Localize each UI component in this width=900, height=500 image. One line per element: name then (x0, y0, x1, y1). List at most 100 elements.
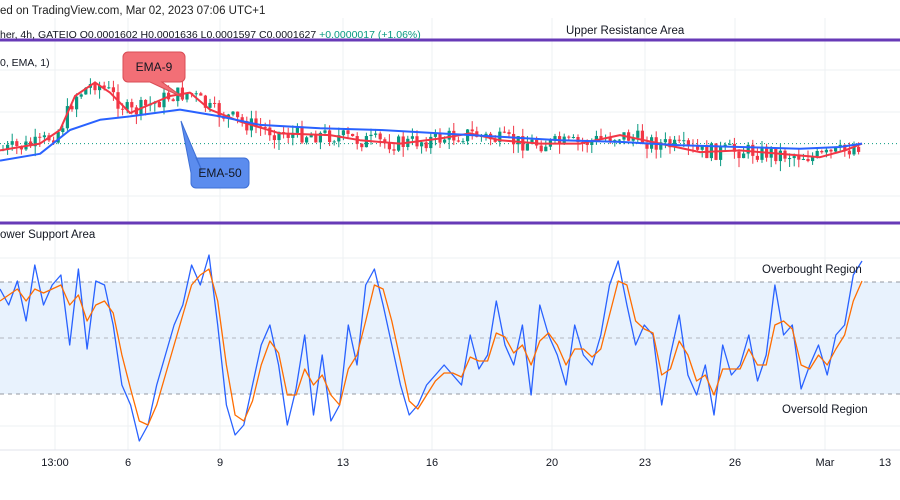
x-tick-label: 26 (729, 457, 741, 469)
candle-body (318, 132, 322, 143)
candle-body (516, 136, 520, 145)
candle-body (433, 132, 437, 137)
stochastic-bands (0, 281, 900, 395)
stochastic-lines (0, 254, 863, 442)
candle-body (277, 132, 281, 141)
candle-body (387, 142, 391, 150)
candle-body (696, 146, 700, 150)
candle-body (360, 143, 364, 148)
candle-body (93, 84, 97, 91)
candle-body (507, 132, 511, 134)
candle-body (102, 85, 106, 88)
candle-body (594, 135, 598, 141)
candle-body (295, 126, 299, 133)
x-tick-label: 13 (337, 457, 349, 469)
candle-body (121, 108, 125, 110)
x-tick-label: 13 (879, 457, 891, 469)
candle-body (673, 139, 677, 148)
candle-body (760, 146, 764, 160)
candle-body (608, 138, 612, 142)
candle-body (378, 133, 382, 140)
candle-body (847, 150, 851, 155)
candle-body (392, 149, 396, 151)
candle-body (171, 99, 175, 102)
candle-body (663, 139, 667, 143)
candle-body (231, 111, 235, 115)
symbol-label: her, 4h, GATEIO (0, 29, 77, 41)
candle-body (576, 137, 580, 143)
candle-body (29, 141, 33, 147)
x-tick-label: 20 (546, 457, 558, 469)
candle-body (337, 135, 341, 142)
candle-body (525, 143, 529, 151)
candle-body (857, 146, 861, 152)
candle-body (70, 106, 74, 110)
publish-info: ed on TradingView.com, Mar 02, 2023 07:0… (0, 5, 266, 17)
candle-body (820, 150, 824, 153)
candle-body (788, 158, 792, 160)
candle-body (351, 133, 355, 137)
x-tick-label: 16 (426, 457, 438, 469)
candle-body (682, 140, 686, 142)
candle-body (125, 102, 129, 110)
candle-body (728, 143, 732, 145)
candle-body (811, 156, 815, 162)
ema-50-line (0, 108, 863, 162)
candle-body (824, 149, 828, 153)
candle-body (700, 145, 704, 150)
candle-body (374, 133, 378, 135)
candle-body (686, 140, 690, 146)
candle-body (52, 140, 56, 143)
candle-body (470, 129, 474, 132)
candle-body (801, 158, 805, 160)
candle-body (107, 87, 111, 89)
stoch-d-line (0, 268, 863, 426)
x-axis-ticks: 13:00 6 9 13 16 20 23 26 Mar 13 (0, 449, 900, 469)
candle-body (530, 139, 534, 144)
ema-9-line (0, 81, 863, 159)
candle-body (42, 135, 46, 138)
candle-body (291, 132, 295, 138)
candle-body (843, 144, 847, 151)
candle-body (792, 156, 796, 159)
candle-body (203, 95, 207, 108)
price-candles (1, 78, 861, 172)
candle-body (443, 139, 447, 143)
candle-body (512, 133, 516, 145)
ema9-callout-box (122, 51, 186, 99)
candle-body (502, 131, 506, 133)
candle-body (6, 144, 10, 150)
candle-body (272, 135, 276, 141)
x-tick-label: 23 (639, 457, 651, 469)
candle-body (834, 147, 838, 152)
candle-body (751, 144, 755, 156)
candle-body (309, 134, 313, 138)
candle-body (420, 142, 424, 147)
candle-body (852, 146, 856, 155)
lower-support-label: ower Support Area (0, 229, 96, 241)
x-tick-label: 9 (217, 457, 223, 469)
candle-body (236, 111, 240, 118)
candle-body (61, 128, 65, 133)
candle-body (719, 146, 723, 160)
candle-body (38, 136, 42, 138)
candle-body (194, 93, 198, 95)
candle-body (162, 92, 166, 108)
candle-body (461, 141, 465, 143)
x-tick-label: 6 (125, 457, 131, 469)
candle-body (778, 150, 782, 162)
candle-body (659, 142, 663, 150)
candle-body (98, 85, 102, 91)
candle-body (567, 136, 571, 138)
candle-body (640, 130, 644, 144)
ema50-callout-box (180, 120, 250, 189)
candle-body (544, 146, 548, 152)
candle-body (571, 137, 575, 139)
candle-body (369, 134, 373, 137)
ema9-callout-text: EMA-9 (136, 60, 173, 74)
candle-body (755, 155, 759, 160)
indicator-legend: 0, EMA, 1) (0, 57, 50, 69)
x-tick-label: 13:00 (41, 457, 69, 469)
candle-body (79, 94, 83, 97)
